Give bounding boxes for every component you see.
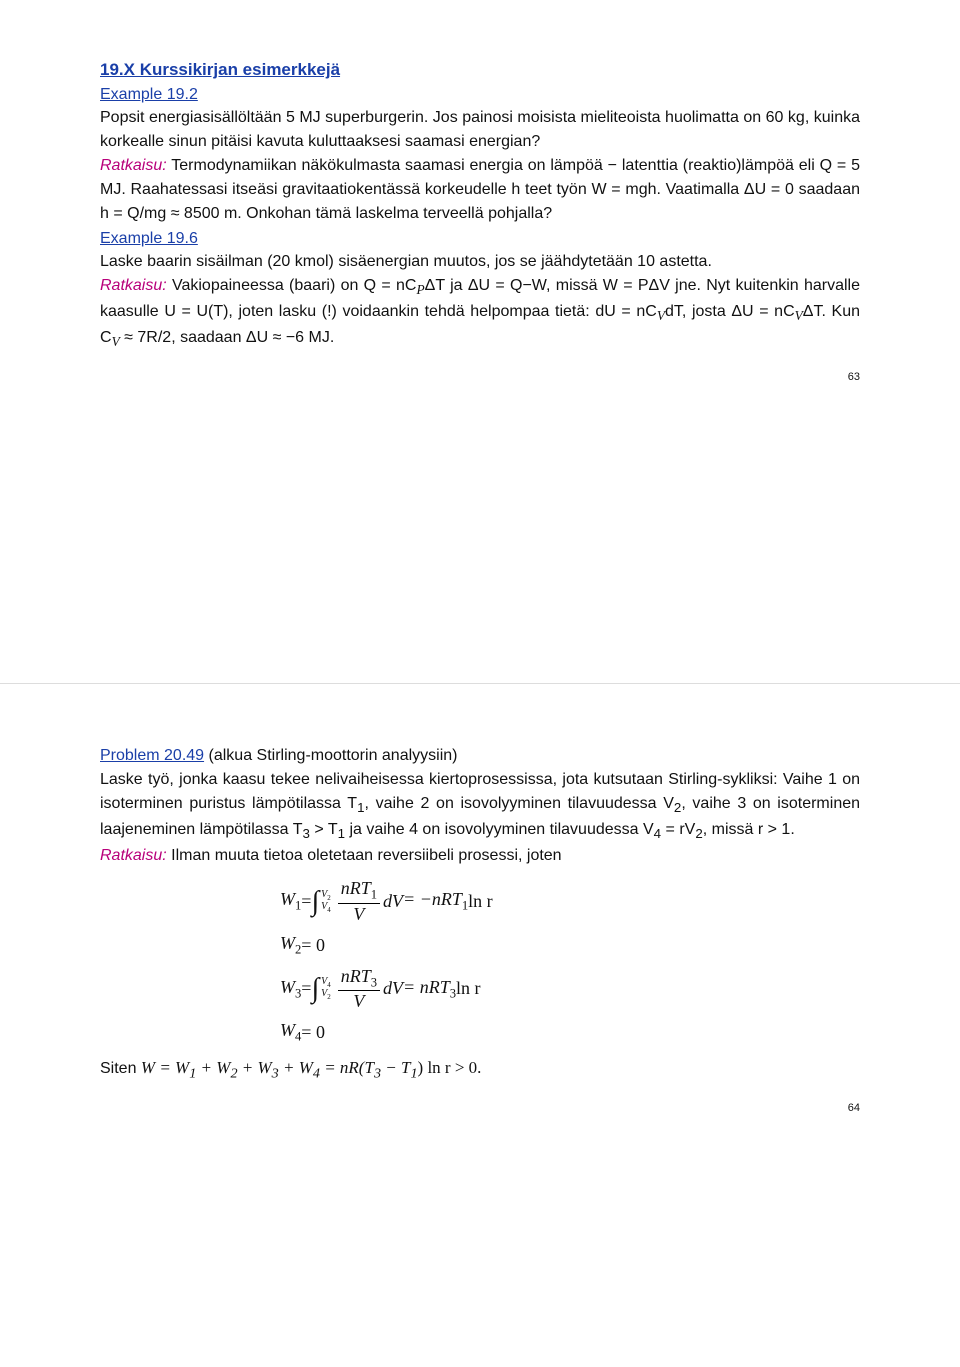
equation-block: W1 = ∫ V2 V4 nRT1 V dV = −nRT1 ln r W2 =… [280,878,860,1044]
sub-p: P [416,282,424,297]
page-number: 64 [100,1102,860,1114]
sub-4: 4 [654,826,661,841]
sub-3: 3 [302,826,309,841]
eq-sign: = [301,978,311,999]
w4-rhs: = 0 [301,1022,325,1043]
eq-rhs: = −nRT1 [403,889,468,914]
w2-rhs: = 0 [301,935,325,956]
integral-1: ∫ V2 V4 [311,886,334,918]
ln-r: ln r [456,978,481,999]
sol-part-c: dT, josta ΔU = nC [665,303,795,320]
prob-g: , missä r > 1. [703,821,795,838]
integral-3: ∫ V4 V2 [311,973,334,1005]
eq-w4: W4 = 0 [280,1020,860,1045]
problem-label: Problem 20.49 [100,747,204,764]
siten: Siten [100,1060,141,1077]
w2-lhs: W2 [280,933,301,958]
page-number: 63 [100,371,860,383]
eq-sign: = [301,891,311,912]
dv: dV [383,891,403,912]
integral-bounds: V4 V2 [321,977,331,1001]
eq-w1: W1 = ∫ V2 V4 nRT1 V dV = −nRT1 ln r [280,878,860,925]
sub-v: V [112,335,120,350]
ratkaisu-label: Ratkaisu: [100,157,167,174]
page-63: 19.X Kurssikirjan esimerkkejä Example 19… [0,0,960,683]
integral-symbol: ∫ [311,886,319,918]
problem-20-49-text: Laske työ, jonka kaasu tekee nelivaiheis… [100,768,860,844]
example-19-6-problem: Laske baarin sisäilman (20 kmol) sisäene… [100,250,860,274]
w1-lhs: W1 [280,889,301,914]
solution-intro: Ratkaisu: Ilman muuta tietoa oletetaan r… [100,844,860,868]
eq3-rhs: = nRT3 [403,977,456,1002]
section-title: 19.X Kurssikirjan esimerkkejä [100,60,860,80]
sub-1: 1 [338,826,345,841]
example-label-19-2: Example 19.2 [100,86,860,104]
sub-1: 1 [357,800,364,815]
example-19-2-problem: Popsit energiasisällöltään 5 MJ superbur… [100,106,860,154]
ratkaisu-label: Ratkaisu: [100,847,167,864]
prob-b: , vaihe 2 on isovolyyminen tilavuudessa … [365,795,674,812]
ln-r: ln r [468,891,493,912]
integral-bounds: V2 V4 [321,890,331,914]
eq-w3: W3 = ∫ V4 V2 nRT3 V dV = nRT3 ln r [280,966,860,1013]
ratkaisu-label: Ratkaisu: [100,277,167,294]
eq-w2: W2 = 0 [280,933,860,958]
example-19-2-solution: Ratkaisu: Termodynamiikan näkökulmasta s… [100,154,860,226]
prob-d: > T [310,821,338,838]
dv: dV [383,978,403,999]
problem-label-line: Problem 20.49 (alkua Stirling-moottorin … [100,744,860,768]
prob-e: ja vaihe 4 on isovolyyminen tilavuudessa… [345,821,654,838]
sub-2: 2 [695,826,702,841]
sol-intro-text: Ilman muuta tietoa oletetaan reversiibel… [167,847,562,864]
solution-text: Termodynamiikan näkökulmasta saamasi ene… [100,157,860,222]
w4-lhs: W4 [280,1020,301,1045]
sub-v: V [657,308,665,323]
page-64: Problem 20.49 (alkua Stirling-moottorin … [0,683,960,1366]
fraction-3: nRT3 V [338,966,380,1013]
problem-paren: (alkua Stirling-moottorin analyysiin) [204,747,457,764]
integral-symbol: ∫ [311,973,319,1005]
sol-part-a: Vakiopaineessa (baari) on Q = nC [167,277,417,294]
prob-f: = rV [661,821,695,838]
example-19-6-solution: Ratkaisu: Vakiopaineessa (baari) on Q = … [100,274,860,353]
fraction-1: nRT1 V [338,878,380,925]
sub-v: V [795,308,803,323]
example-label-19-6: Example 19.6 [100,230,860,248]
final-equation: Siten W = W1 + W2 + W3 + W4 = nR(T3 − T1… [100,1055,860,1085]
w3-lhs: W3 [280,977,301,1002]
sol-part-e: ≈ 7R/2, saadaan ΔU ≈ −6 MJ. [120,329,335,346]
